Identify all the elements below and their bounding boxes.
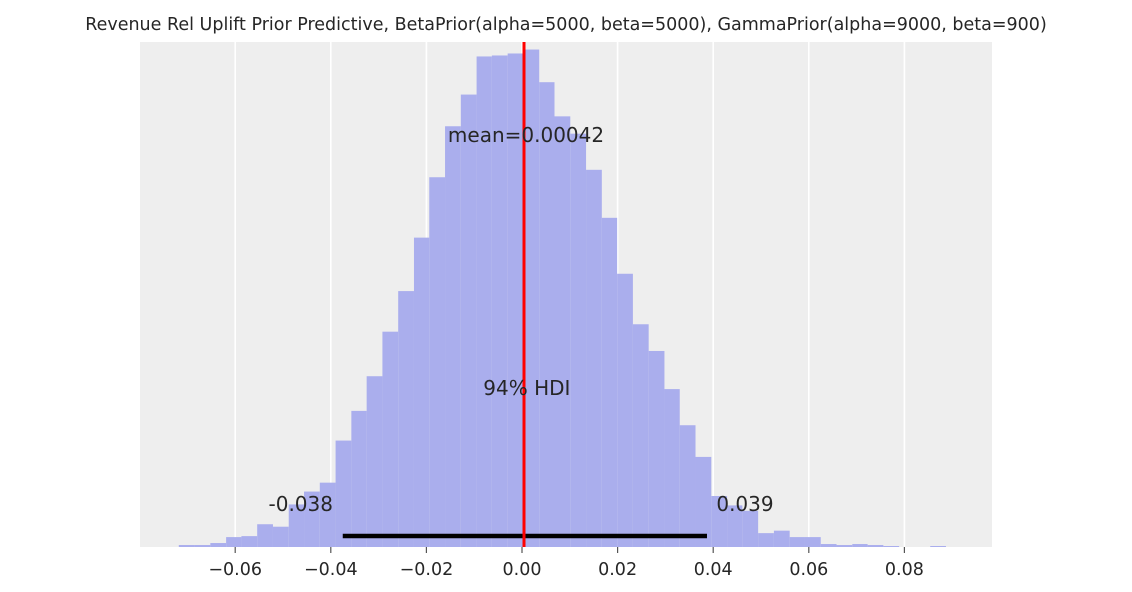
histogram-bar: [617, 273, 633, 547]
histogram-bar: [930, 546, 946, 547]
histogram-bar: [679, 425, 696, 547]
histogram-bar: [460, 94, 477, 547]
histogram-bar: [523, 49, 540, 548]
histogram-bar: [226, 537, 242, 547]
histogram-bar: [241, 536, 258, 547]
histogram-bar: [586, 169, 602, 547]
histogram-bar: [476, 56, 492, 548]
histogram-bar: [632, 324, 649, 547]
histogram-bar: [883, 546, 900, 547]
histogram-bar: [178, 545, 195, 547]
x-axis-ticks: −0.06 −0.04 −0.02 0.00 0.02 0.04 0.06 0.08: [208, 547, 924, 580]
chart-title: Revenue Rel Uplift Prior Predictive, Bet…: [85, 15, 1047, 35]
histogram-bar: [398, 291, 414, 547]
x-tick-label: 0.08: [885, 560, 924, 580]
histogram-bar: [413, 237, 430, 547]
histogram-bar: [804, 537, 821, 547]
histogram-bar: [288, 504, 305, 547]
histogram-bar: [445, 126, 461, 547]
x-tick-label: 0.04: [694, 560, 733, 580]
histogram-bar: [335, 440, 352, 547]
x-tick-label: 0.00: [503, 560, 542, 580]
histogram-bar: [539, 82, 555, 547]
histogram-bar: [366, 376, 383, 547]
histogram-bar: [664, 389, 680, 547]
histogram-bar: [648, 350, 665, 547]
histogram-bar: [382, 331, 399, 547]
histogram-bar: [601, 217, 618, 547]
histogram-bar: [789, 537, 805, 547]
mean-label: mean=0.00042: [448, 123, 604, 147]
histogram-bar: [570, 133, 587, 548]
histogram-bar: [194, 545, 211, 547]
histogram-bar: [742, 510, 759, 547]
histogram-bar: [554, 116, 571, 547]
histogram-bar: [773, 530, 790, 547]
hdi-low-label: -0.038: [269, 492, 333, 516]
histogram-bar: [304, 491, 320, 547]
hdi-label: 94% HDI: [483, 376, 570, 400]
x-tick-label: 0.06: [789, 560, 828, 580]
histogram-bar: [852, 544, 868, 547]
histogram-bar: [257, 524, 273, 547]
histogram-bar: [319, 482, 336, 547]
histogram-bar: [429, 177, 446, 548]
histogram-bar: [820, 544, 837, 547]
hdi-high-label: 0.039: [716, 492, 773, 516]
histogram-bar: [711, 496, 728, 547]
histogram-bar: [272, 526, 289, 547]
x-tick-label: −0.06: [208, 560, 262, 580]
histogram-bar: [351, 410, 367, 547]
histogram-bar: [507, 53, 524, 548]
histogram-bar: [758, 533, 774, 547]
histogram-bar: [210, 543, 227, 547]
x-tick-label: −0.04: [304, 560, 358, 580]
histogram-bar: [491, 55, 508, 548]
histogram-bar: [727, 505, 743, 547]
histogram-bars: [178, 49, 946, 548]
histogram-bar: [836, 545, 853, 547]
x-tick-label: −0.02: [400, 560, 454, 580]
histogram-bar: [867, 545, 884, 547]
histogram-bar: [695, 456, 712, 547]
x-tick-label: 0.02: [598, 560, 637, 580]
